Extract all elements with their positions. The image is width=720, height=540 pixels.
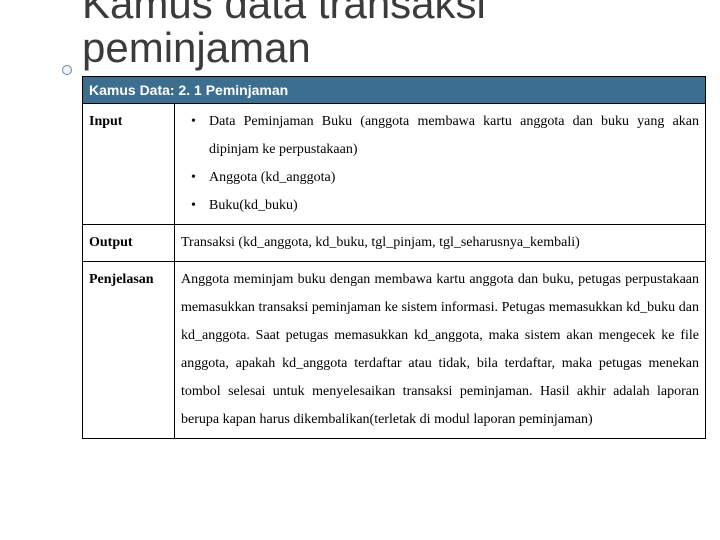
title-line-1: Kamus data transaksi <box>82 0 486 27</box>
slide-title: Kamus data transaksi peminjaman <box>82 0 486 70</box>
list-item: Buku(kd_buku) <box>195 192 699 220</box>
row-content-penjelasan: Anggota meminjam buku dengan membawa kar… <box>175 262 706 439</box>
row-content-input: Data Peminjaman Buku (anggota membawa ka… <box>175 104 706 225</box>
row-label-penjelasan: Penjelasan <box>83 262 175 439</box>
table-row-input: Input Data Peminjaman Buku (anggota memb… <box>83 104 706 225</box>
table-header-row: Kamus Data: 2. 1 Peminjaman <box>83 77 706 104</box>
decorative-bullet <box>62 65 72 75</box>
row-label-output: Output <box>83 225 175 262</box>
list-item: Anggota (kd_anggota) <box>195 164 699 192</box>
title-line-2: peminjaman <box>82 24 311 71</box>
table-row-penjelasan: Penjelasan Anggota meminjam buku dengan … <box>83 262 706 439</box>
input-list: Data Peminjaman Buku (anggota membawa ka… <box>181 108 699 220</box>
table-header: Kamus Data: 2. 1 Peminjaman <box>83 77 706 104</box>
list-item: Data Peminjaman Buku (anggota membawa ka… <box>195 108 699 164</box>
data-dictionary-table: Kamus Data: 2. 1 Peminjaman Input Data P… <box>82 76 706 439</box>
table-row-output: Output Transaksi (kd_anggota, kd_buku, t… <box>83 225 706 262</box>
row-content-output: Transaksi (kd_anggota, kd_buku, tgl_pinj… <box>175 225 706 262</box>
row-label-input: Input <box>83 104 175 225</box>
